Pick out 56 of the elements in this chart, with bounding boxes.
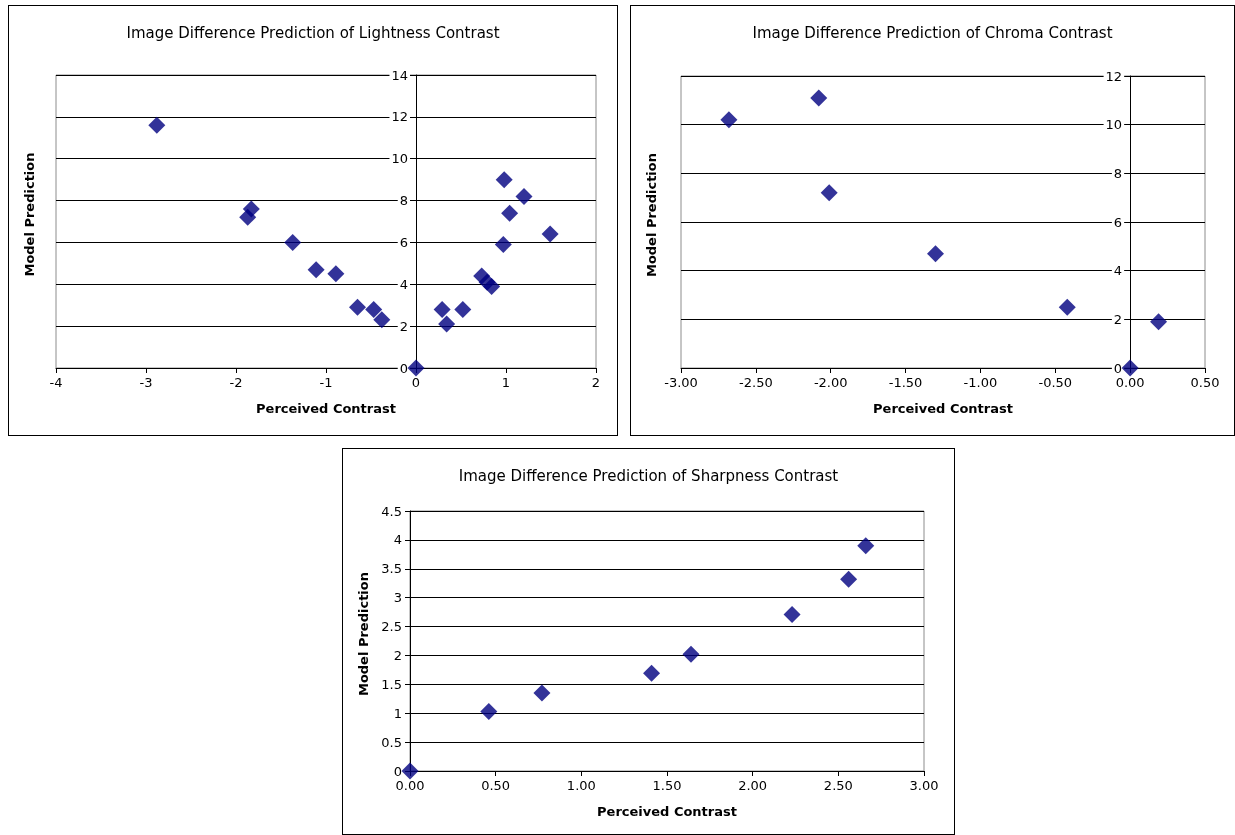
- x-tick-label: 1.00: [566, 778, 596, 793]
- y-tick-label: 8: [399, 193, 408, 209]
- x-tick-label: 0.50: [481, 778, 511, 793]
- x-tick-label: -2.00: [813, 375, 848, 390]
- y-tick-label: 12: [391, 109, 408, 125]
- x-tick-label: -2: [229, 375, 243, 390]
- y-tick-label: 4: [393, 532, 402, 548]
- x-tick-label: 2: [591, 375, 601, 390]
- y-tick-label: 12: [1105, 68, 1123, 84]
- y-tick-label: 10: [1105, 117, 1123, 133]
- x-axis-title: Perceived Contrast: [873, 401, 1013, 416]
- y-tick-label: 2.5: [381, 619, 402, 635]
- x-tick-label: 0.00: [395, 778, 425, 793]
- x-tick-label: 1.50: [652, 778, 682, 793]
- y-tick-label: 2: [393, 647, 402, 663]
- y-tick-label: 0.5: [381, 734, 402, 750]
- x-tick-label: 0.50: [1190, 375, 1220, 390]
- y-tick-label: 3.5: [381, 561, 402, 577]
- x-tick-label: -3: [139, 375, 153, 390]
- x-tick-label: -3.00: [664, 375, 698, 390]
- y-tick-label: 8: [1113, 165, 1123, 181]
- x-tick-label: -2.50: [739, 375, 773, 390]
- x-tick-label: 0.00: [1115, 375, 1145, 390]
- y-tick-label: 1: [393, 705, 402, 721]
- x-tick-label: 1: [501, 375, 511, 390]
- y-tick-label: 2: [1113, 311, 1123, 327]
- y-axis-title: Model Prediction: [644, 152, 659, 278]
- x-tick-label: -4: [49, 375, 63, 390]
- x-tick-label: 2.50: [823, 778, 853, 793]
- x-tick-label: 0: [411, 375, 421, 390]
- x-tick-label: -0.50: [1038, 375, 1073, 390]
- y-tick-label: 1.5: [381, 676, 402, 692]
- y-tick-label: 0: [399, 360, 408, 376]
- y-tick-label: 2: [399, 318, 408, 334]
- x-tick-label: 3.00: [909, 778, 939, 793]
- y-tick-label: 4: [399, 276, 408, 292]
- x-tick-label: 2.00: [738, 778, 768, 793]
- chart-title: Image Difference Prediction of Lightness Contrast: [126, 23, 500, 42]
- chart-title: Image Difference Prediction of Sharpness Contrast: [458, 466, 839, 485]
- y-tick-label: 6: [399, 234, 408, 250]
- y-tick-label: 4: [1113, 263, 1123, 279]
- y-tick-label: 4.5: [381, 503, 402, 519]
- x-tick-label: -1: [319, 375, 333, 390]
- y-axis-title: Model Prediction: [22, 152, 37, 277]
- y-tick-label: 0: [1113, 360, 1123, 376]
- y-tick-label: 14: [391, 67, 408, 83]
- x-axis-title: Perceived Contrast: [597, 804, 737, 819]
- y-tick-label: 0: [393, 763, 402, 779]
- y-axis-title: Model Prediction: [356, 571, 371, 697]
- y-tick-label: 10: [391, 151, 408, 167]
- x-tick-label: -1.00: [963, 375, 998, 390]
- y-tick-label: 6: [1113, 214, 1123, 230]
- x-tick-label: -1.50: [888, 375, 923, 390]
- y-tick-label: 3: [393, 590, 402, 606]
- x-axis-title: Perceived Contrast: [256, 401, 396, 416]
- chart-title: Image Difference Prediction of Chroma Contrast: [752, 23, 1113, 42]
